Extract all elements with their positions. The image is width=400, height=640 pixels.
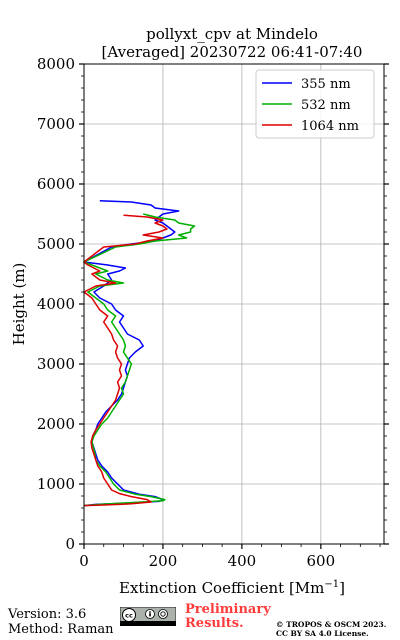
series-line-355-nm <box>83 200 180 507</box>
y-tick-label: 5000 <box>37 235 75 253</box>
x-axis-label-end: ] <box>339 579 345 597</box>
preliminary-results-text: Preliminary Results. <box>185 603 271 631</box>
y-tick-label: 1000 <box>37 475 75 493</box>
legend-box <box>255 69 375 139</box>
y-tick-label: 0 <box>65 535 75 553</box>
cc-by-sa-license-badge: cc <box>120 607 176 626</box>
chart-title-line1: pollyxt_cpv at Mindelo <box>146 25 318 43</box>
preliminary-line1: Preliminary <box>185 602 271 617</box>
chart-title-line2: [Averaged] 20230722 06:41-07:40 <box>102 43 363 61</box>
y-tick-label: 2000 <box>37 415 75 433</box>
version-text: Version: 3.6 <box>8 607 87 622</box>
legend: 355 nm 532 nm 1064 nm <box>255 69 375 139</box>
copyright-text: © TROPOS & OSCM 2023. CC BY SA 4.0 Licen… <box>276 620 386 638</box>
extinction-profile-chart: pollyxt_cpv at Mindelo [Averaged] 202307… <box>10 25 389 597</box>
copyright-line1: © TROPOS & OSCM 2023. <box>276 620 387 629</box>
x-tick-label: 0 <box>79 552 89 570</box>
legend-label-532: 532 nm <box>301 98 351 113</box>
x-tick-label: 200 <box>149 552 178 570</box>
x-tick-label: 400 <box>228 552 257 570</box>
method-text: Method: Raman <box>8 622 114 637</box>
y-tick-label: 8000 <box>37 55 75 73</box>
y-axis-label: Height (m) <box>10 263 28 346</box>
series-layer <box>83 200 196 507</box>
y-tick-label: 3000 <box>37 355 75 373</box>
series-line-532-nm <box>83 213 196 507</box>
x-axis-label-exponent: −1 <box>324 579 339 590</box>
x-axis-label: Extinction Coefficient [Mm−1] <box>119 579 345 597</box>
legend-label-355: 355 nm <box>301 77 351 92</box>
cc-badge-text: cc <box>125 612 133 620</box>
y-tick-label: 7000 <box>37 115 75 133</box>
tick-layer: 0 1000 2000 3000 4000 5000 6000 7000 8000 0 200 400… <box>37 55 389 570</box>
copyright-line2: CC BY SA 4.0 License. <box>276 629 369 638</box>
legend-label-1064: 1064 nm <box>301 119 359 134</box>
x-tick-label: 600 <box>307 552 336 570</box>
preliminary-line2: Results. <box>185 616 244 631</box>
y-tick-label: 6000 <box>37 175 75 193</box>
sa-icon <box>158 609 168 619</box>
y-tick-label: 4000 <box>37 295 75 313</box>
series-line-1064-nm <box>83 214 168 507</box>
